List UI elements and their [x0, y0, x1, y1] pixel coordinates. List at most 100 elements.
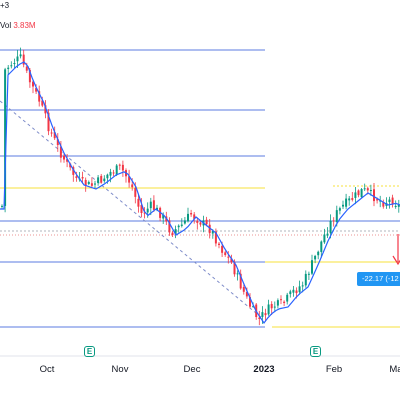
candle-body	[233, 261, 236, 275]
candle-body	[326, 233, 329, 236]
candle-body	[16, 56, 19, 62]
candle-body	[162, 214, 165, 219]
candle-body	[143, 212, 146, 214]
candle-body	[109, 171, 112, 176]
candle-body	[19, 54, 22, 57]
candle-body	[298, 286, 301, 293]
candle-body	[72, 167, 75, 175]
candle-body	[171, 232, 174, 236]
symbol-header: +3	[0, 1, 10, 10]
earnings-flag-icon[interactable]: E	[310, 346, 321, 357]
candle-body	[56, 139, 59, 146]
trendline[interactable]	[0, 100, 263, 319]
price-range-label[interactable]: -22.17 (-12	[357, 272, 400, 286]
candle-body	[53, 132, 56, 139]
candle-body	[47, 112, 50, 132]
candle-body	[342, 204, 344, 207]
time-axis-label: 2023	[253, 364, 275, 375]
time-axis-label: Ma	[389, 364, 400, 375]
candle-body	[75, 176, 78, 178]
earnings-flag-icon[interactable]: E	[84, 346, 95, 357]
candle-body	[1, 205, 3, 207]
candle-body	[97, 177, 100, 183]
candle-body	[211, 231, 214, 234]
candle-body	[177, 225, 180, 228]
candle-body	[100, 175, 103, 183]
candle-body	[311, 260, 313, 274]
candle-body	[149, 201, 152, 209]
time-axis-label: Nov	[111, 364, 129, 375]
earnings-letter: E	[86, 347, 93, 356]
candle-body	[28, 69, 31, 83]
candle-body	[190, 212, 193, 215]
candle-body	[10, 65, 13, 67]
time-axis-label: Dec	[183, 364, 201, 375]
candle-body	[7, 67, 10, 69]
candle-body	[66, 159, 69, 162]
candle-body	[199, 222, 202, 225]
candle-body	[369, 190, 372, 192]
candle-body	[273, 306, 276, 308]
candle-body	[106, 174, 109, 179]
candle-body	[103, 178, 106, 182]
candle-body	[183, 220, 186, 224]
volume-value: 3.83M	[13, 21, 36, 30]
candle-body	[373, 189, 375, 202]
candle-body	[348, 198, 351, 201]
candle-body	[59, 146, 62, 158]
candle-body	[357, 190, 360, 196]
candle-body	[261, 312, 264, 317]
candle-body	[332, 220, 335, 222]
candle-body	[118, 164, 121, 166]
volume-legend: Vol 3.83M	[0, 21, 36, 30]
candle-body	[345, 198, 348, 207]
candle-body	[354, 192, 357, 198]
candle-body	[388, 199, 391, 203]
candle-body	[94, 183, 96, 185]
candle-body	[81, 177, 84, 179]
measure-arrow[interactable]	[392, 234, 400, 266]
candle-body	[252, 306, 255, 308]
dashed-trendline	[0, 100, 263, 319]
candle-body	[140, 204, 143, 214]
candle-body	[221, 245, 224, 253]
candle-body	[301, 285, 304, 287]
candle-body	[307, 273, 310, 275]
candle-body	[280, 299, 282, 301]
candle-body	[134, 187, 137, 197]
candle-body	[397, 204, 400, 207]
candle-body	[50, 132, 53, 134]
candle-body	[286, 294, 289, 302]
candle-body	[13, 63, 16, 65]
horizontal-levels[interactable]	[0, 49, 400, 328]
candle-body	[90, 183, 93, 186]
candle-body	[391, 197, 394, 205]
candle-body	[249, 297, 251, 307]
candle-body	[295, 290, 298, 294]
candle-body	[156, 207, 158, 211]
candle-body	[224, 252, 227, 255]
candle-body	[196, 220, 199, 223]
candle-body	[84, 179, 87, 186]
candle-body	[63, 155, 65, 160]
candle-body	[137, 198, 140, 207]
candle-body	[174, 229, 177, 235]
moving-average-path	[0, 61, 400, 325]
candle-body	[146, 208, 149, 213]
candle-body	[351, 198, 354, 200]
candle-body	[304, 273, 307, 286]
candle-body	[267, 304, 270, 315]
candle-body	[258, 317, 261, 319]
time-axis-label: Oct	[39, 364, 55, 375]
candle-body	[360, 189, 363, 198]
candle-body	[236, 273, 239, 275]
candle-body	[338, 208, 341, 211]
candle-body	[22, 54, 25, 65]
candle-body	[314, 255, 317, 260]
candle-body	[270, 303, 273, 309]
candle-body	[187, 213, 189, 222]
candle-body	[112, 172, 115, 174]
measure-arrow-head	[392, 255, 400, 266]
volume-label: Vol	[0, 21, 12, 30]
